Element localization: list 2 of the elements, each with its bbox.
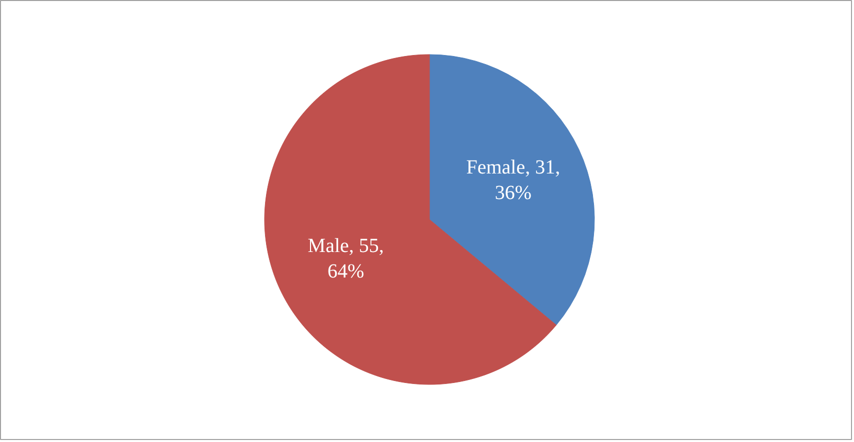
slice-label: Male, 55, 64% [308,235,384,282]
slice-label: Female, 31, 36% [466,156,560,204]
